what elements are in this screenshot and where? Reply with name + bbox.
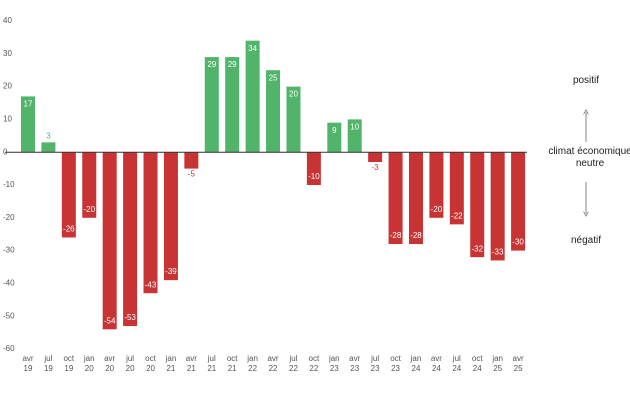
annotation: climat économique neutre [548,146,630,169]
value-label: -33 [492,248,504,257]
value-label: 10 [350,123,359,132]
bar [82,152,97,218]
bar [368,152,383,163]
bar [408,152,423,245]
bar [143,152,158,294]
value-label: -28 [390,231,402,240]
value-label: -43 [145,280,157,289]
x-tick-label: jul 23 [370,354,380,373]
y-tick-label: -20 [3,213,15,222]
value-label: 29 [207,60,216,69]
x-tick-label: oct 24 [471,354,483,373]
bar [61,152,76,238]
y-tick-label: -40 [3,279,15,288]
bar [204,57,219,153]
x-tick-label: oct 20 [145,354,156,373]
value-label: 29 [228,60,237,69]
bar [163,152,178,281]
y-tick-label: 40 [3,16,12,25]
value-label: 34 [248,44,257,53]
value-label: -28 [410,231,422,240]
x-tick-label: avr 23 [349,354,361,373]
x-tick-label: avr 24 [430,354,442,373]
bar [41,142,56,153]
x-tick-label: jan 21 [165,354,177,373]
bar [123,152,138,327]
bar [470,152,485,258]
x-tick-label: jan 20 [83,354,95,373]
value-label: -26 [63,225,75,234]
value-label: -32 [471,244,483,253]
value-label: -5 [188,170,196,179]
bar [327,122,342,153]
bar [490,152,505,261]
x-tick-label: jan 25 [492,354,503,373]
value-label: -3 [372,163,380,172]
value-label: 9 [332,126,337,135]
x-tick-label: avr 25 [512,354,524,373]
x-tick-label: oct 22 [308,354,320,373]
bar [429,152,444,218]
value-label: 20 [289,90,298,99]
value-label: -30 [512,238,524,247]
bar [306,152,321,185]
bar [266,70,281,153]
y-tick-label: -60 [3,344,15,353]
bar [184,152,199,169]
value-label: 17 [24,100,33,109]
bar [21,96,35,153]
value-label: -54 [104,316,116,325]
bar [449,152,464,225]
y-tick-label: -30 [3,246,15,255]
annotation: négatif [570,235,602,246]
x-tick-label: oct 19 [63,354,75,373]
bar [245,40,260,153]
x-tick-label: avr 19 [22,354,34,373]
y-tick-label: 30 [3,49,12,58]
x-tick-label: jan 22 [247,354,258,373]
x-tick-label: jul 24 [452,354,462,373]
y-tick-label: 10 [3,115,12,124]
value-label: 25 [269,73,278,82]
x-tick-label: jul 21 [207,354,217,373]
bar [511,152,526,251]
y-tick-label: -50 [3,311,15,320]
y-tick-label: -10 [3,180,15,189]
y-tick-label: 20 [3,82,12,91]
annotation: positif [572,75,600,86]
x-tick-label: oct 21 [226,354,238,373]
x-tick-label: jan 24 [410,354,422,373]
x-tick-label: avr 21 [185,354,197,373]
x-tick-label: jul 22 [289,354,298,373]
bar [388,152,403,245]
value-label: -10 [308,172,320,181]
value-label: -53 [124,313,136,322]
x-tick-label: jan 23 [328,354,340,373]
x-tick-label: oct 23 [390,354,401,373]
x-tick-label: jul 19 [43,354,53,373]
value-label: -22 [451,211,463,220]
x-tick-label: jul 20 [125,354,135,373]
bar [225,57,240,153]
value-label: -20 [431,205,443,214]
x-tick-label: avr 20 [104,354,116,373]
bar [286,86,301,153]
value-label: -20 [83,205,95,214]
bar [102,152,117,330]
value-label: 3 [46,131,51,140]
bar [347,119,362,153]
x-tick-label: avr 22 [267,354,279,373]
value-label: -39 [165,267,177,276]
